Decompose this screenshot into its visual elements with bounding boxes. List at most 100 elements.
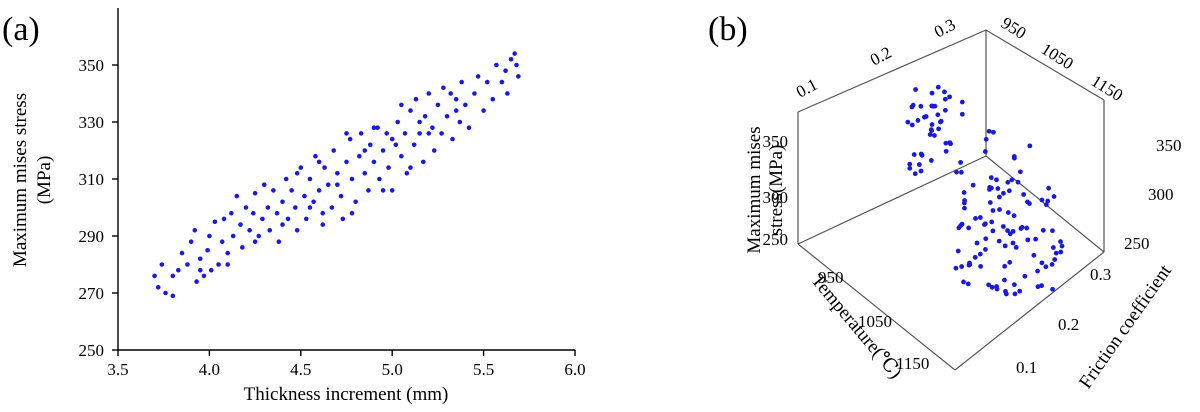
scatter-point <box>267 228 273 233</box>
scatter-point <box>377 176 382 182</box>
chart-b: (b) 0.1 0.2 0.3 950 1050 1150 350 300 25… <box>708 11 1182 393</box>
scatter-point-3d <box>1019 224 1025 230</box>
scatter-point-3d <box>947 94 952 100</box>
temperature-bottom-ticks: 950 1050 1150 <box>818 268 929 373</box>
scatter-point <box>238 222 243 227</box>
scatter-point <box>499 79 505 85</box>
stress-tick-left-0: 250 <box>763 230 789 249</box>
scatter-point <box>494 62 499 68</box>
scatter-point-3d <box>1043 264 1049 270</box>
scatter-point-3d <box>1040 227 1046 233</box>
scatter-point <box>399 153 404 159</box>
scatter-point <box>411 142 417 148</box>
scatter-point <box>426 131 432 136</box>
friction-tick-top-2: 0.3 <box>931 15 959 42</box>
scatter-point-3d <box>997 207 1002 212</box>
scatter-point <box>256 233 262 239</box>
scatter-point-3d <box>1005 179 1011 185</box>
scatter-point-3d <box>956 225 962 231</box>
scatter-point-3d <box>994 177 999 183</box>
scatter-point-3d <box>1050 286 1055 292</box>
stress-tick-left-1: 300 <box>763 188 789 207</box>
y-tick-label: 350 <box>79 56 105 75</box>
scatter-point-3d <box>1025 237 1031 243</box>
scatter-point-3d <box>1006 188 1012 194</box>
x-axis-label-a: Thickness increment (mm) <box>244 384 449 405</box>
scatter-point-3d <box>974 240 980 246</box>
friction-tick-top-1: 0.2 <box>867 43 895 70</box>
scatter-point <box>216 262 221 267</box>
scatter-point <box>475 74 481 79</box>
scatter-point <box>320 210 326 216</box>
scatter-point <box>380 188 386 193</box>
scatter-point <box>207 233 212 239</box>
scatter-point <box>307 205 313 210</box>
scatter-point <box>250 210 256 216</box>
scatter-point-3d <box>1024 225 1030 231</box>
scatter-point <box>430 125 435 130</box>
temperature-tick-bottom-2: 1150 <box>896 354 929 373</box>
scatter-point <box>252 239 258 244</box>
scatter-point <box>293 205 298 210</box>
scatter-point-3d <box>1035 268 1040 274</box>
scatter-point <box>439 131 444 136</box>
scatter-point <box>408 165 413 170</box>
box-floor-front-left <box>797 243 956 371</box>
scatter-point <box>192 228 198 233</box>
scatter-point-3d <box>1010 240 1016 246</box>
scatter-point <box>163 290 168 296</box>
scatter-point-3d <box>977 215 983 220</box>
stress-tick-right-2: 350 <box>1156 136 1182 155</box>
scatter-point-3d <box>1046 185 1052 191</box>
scatter-point-3d <box>910 102 916 108</box>
scatter-point <box>221 216 227 222</box>
scatter-point <box>453 96 459 102</box>
scatter-point <box>356 153 362 159</box>
y-tick-label: 310 <box>79 170 105 189</box>
scatter-point-3d <box>922 114 927 120</box>
scatter-point <box>371 125 377 130</box>
scatter-point <box>234 193 240 199</box>
stress-tick-right-1: 300 <box>1148 185 1174 204</box>
x-tick-label: 3.5 <box>107 360 128 379</box>
scatter-point <box>420 159 426 165</box>
scatter-point <box>298 165 304 170</box>
scatter-point <box>386 165 391 170</box>
scatter-point-3d <box>1051 194 1057 199</box>
scatter-point <box>457 119 463 125</box>
scatter-point-3d <box>989 219 995 225</box>
scatter-point <box>285 216 291 222</box>
scatter-point-3d <box>1039 197 1045 203</box>
scatter-point-3d <box>986 128 992 134</box>
friction-top-ticks: 0.1 0.2 0.3 <box>793 15 959 102</box>
scatter-point-3d <box>1012 291 1018 297</box>
scatter-point-3d <box>989 284 995 290</box>
scatter-point-3d <box>959 111 965 117</box>
scatter-point-3d <box>958 169 964 175</box>
friction-bottom-ticks: 0.1 0.2 0.3 <box>1016 265 1111 377</box>
scatter-point-3d <box>935 84 941 90</box>
panel-label-b: (b) <box>708 11 748 48</box>
scatter-point-3d <box>986 282 991 288</box>
scatter-point <box>311 199 316 205</box>
scatter-point-3d <box>907 165 913 171</box>
scatter-point <box>247 228 252 233</box>
scatter-point-3d <box>959 99 965 105</box>
scatter-point-3d <box>1058 249 1064 255</box>
friction-tick-bottom-0: 0.1 <box>1016 358 1037 377</box>
scatter-point <box>261 182 267 187</box>
scatter-point-3d <box>955 248 961 254</box>
scatter-point-3d <box>1013 244 1019 250</box>
scatter-point <box>413 96 419 102</box>
scatter-point <box>417 131 422 136</box>
scatter-point <box>280 199 285 205</box>
scatter-point <box>481 108 486 113</box>
scatter-point-3d <box>1059 243 1065 249</box>
scatter-point-3d <box>983 136 989 142</box>
scatter-point-3d <box>1003 291 1009 297</box>
scatter-point-3d <box>959 264 965 269</box>
scatter-point-3d <box>1035 284 1041 290</box>
scatter-point <box>367 142 373 148</box>
temperature-tick-top-1: 1050 <box>1038 39 1077 73</box>
scatter-point-3d <box>1053 250 1059 256</box>
